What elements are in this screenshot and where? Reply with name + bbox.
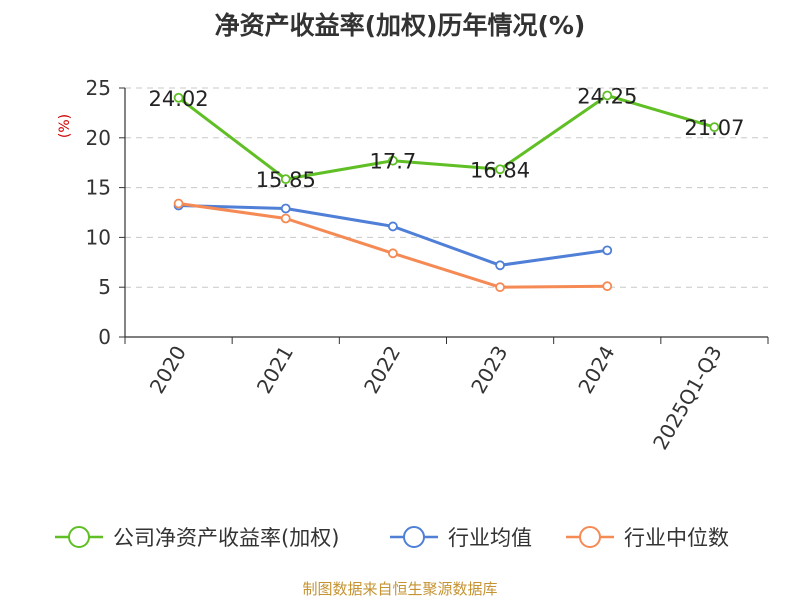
y-tick-label: 10	[86, 225, 111, 249]
data-point[interactable]	[388, 248, 398, 259]
x-tick-label: 2021	[252, 342, 298, 398]
legend-marker	[403, 526, 425, 548]
data-point[interactable]	[388, 155, 398, 166]
x-tick-label: 2024	[573, 342, 619, 398]
series-line	[177, 94, 715, 181]
data-point[interactable]	[280, 203, 291, 214]
legend-label: 公司净资产收益率(加权)	[113, 526, 339, 550]
grid	[125, 87, 768, 288]
data-source-note: 制图数据来自恒生聚源数据库	[302, 580, 497, 598]
x-tick-label: 2022	[359, 342, 405, 398]
data-label: 21.07	[684, 116, 744, 140]
data-point[interactable]	[173, 198, 184, 209]
data-point[interactable]	[495, 164, 505, 175]
x-tick-label: 2025Q1-Q3	[648, 342, 727, 454]
data-label: 24.25	[577, 84, 637, 108]
data-point[interactable]	[602, 90, 613, 101]
y-tick-label: 0	[98, 325, 111, 349]
data-point[interactable]	[495, 282, 505, 293]
legend-label: 行业中位数	[624, 526, 729, 550]
legend-item[interactable]: 行业均值	[390, 526, 532, 550]
y-tick-label: 5	[98, 275, 111, 299]
data-label: 15.85	[256, 168, 316, 192]
legend-marker	[68, 526, 90, 548]
y-tick-label: 25	[86, 76, 111, 100]
data-point[interactable]	[709, 122, 720, 133]
y-tick-label: 15	[86, 176, 111, 200]
series-1: 24.02 15.85 17.7 16.84 24.25 21.07	[149, 84, 745, 192]
data-point[interactable]	[495, 260, 505, 271]
y-tick-label: 20	[86, 126, 111, 150]
data-label: 17.7	[370, 150, 417, 174]
y-axis-label: (%)	[57, 114, 73, 138]
series-line	[178, 202, 608, 289]
series-group: 24.02 15.85 17.7 16.84 24.25 21.07	[149, 84, 745, 293]
legend[interactable]: 公司净资产收益率(加权) 行业均值 行业中位数	[55, 526, 729, 550]
data-point[interactable]	[602, 245, 613, 256]
x-tick-label: 2020	[145, 342, 191, 398]
chart-title: 净资产收益率(加权)历年情况(%)	[215, 11, 586, 40]
x-tick-label: 2023	[466, 342, 512, 398]
legend-item[interactable]: 公司净资产收益率(加权)	[55, 526, 339, 550]
legend-label: 行业均值	[448, 526, 532, 550]
data-point[interactable]	[602, 281, 613, 292]
data-label: 24.02	[149, 87, 209, 111]
legend-marker	[579, 526, 601, 548]
legend-item[interactable]: 行业中位数	[566, 526, 729, 550]
series-3	[173, 198, 613, 293]
data-point[interactable]	[280, 174, 291, 185]
data-point[interactable]	[173, 92, 184, 103]
data-point[interactable]	[388, 221, 398, 232]
data-point[interactable]	[280, 213, 291, 224]
data-label: 16.84	[470, 158, 530, 182]
